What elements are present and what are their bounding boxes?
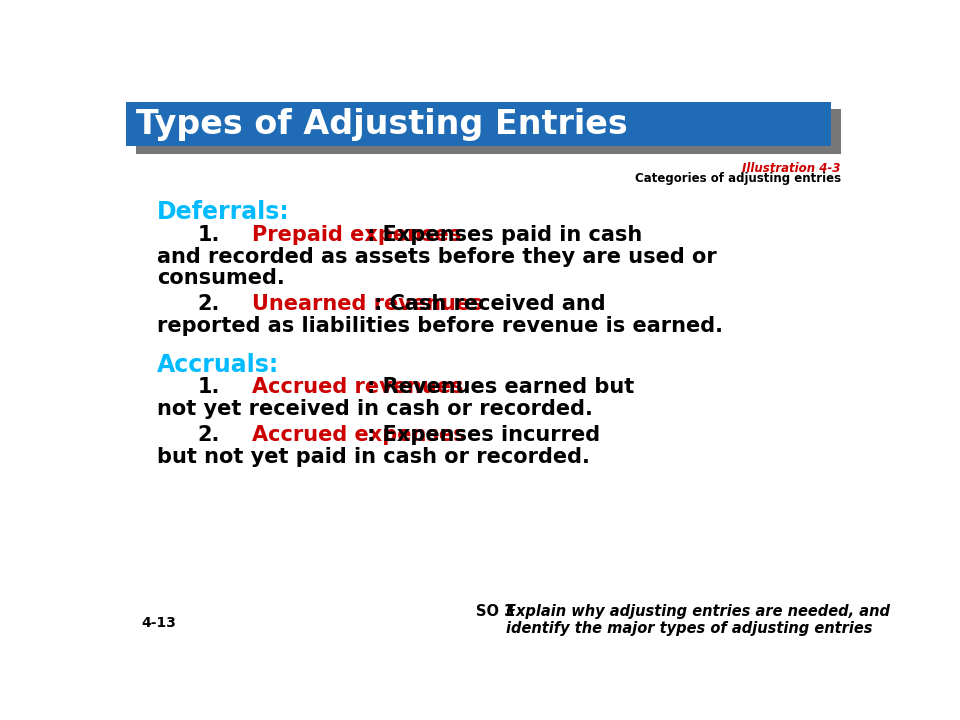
Text: not yet received in cash or recorded.: not yet received in cash or recorded. (157, 399, 593, 419)
Text: : Expenses paid in cash: : Expenses paid in cash (367, 225, 642, 245)
Text: 1.: 1. (198, 377, 220, 397)
Text: Unearned revenues: Unearned revenues (252, 294, 482, 315)
Text: Illustration 4-3: Illustration 4-3 (742, 162, 841, 175)
Text: : Expenses incurred: : Expenses incurred (367, 426, 600, 445)
Text: Explain why adjusting entries are needed, and
identify the major types of adjust: Explain why adjusting entries are needed… (506, 604, 890, 636)
Text: consumed.: consumed. (157, 268, 285, 288)
Text: 2.: 2. (198, 426, 220, 445)
Text: and recorded as assets before they are used or: and recorded as assets before they are u… (157, 246, 717, 266)
Text: Accrued expenses: Accrued expenses (252, 426, 466, 445)
Text: 4-13: 4-13 (142, 616, 177, 630)
Text: reported as liabilities before revenue is earned.: reported as liabilities before revenue i… (157, 316, 723, 336)
FancyBboxPatch shape (135, 109, 841, 154)
Text: 2.: 2. (198, 294, 220, 315)
Text: Prepaid expenses: Prepaid expenses (252, 225, 461, 245)
FancyBboxPatch shape (126, 102, 831, 146)
Text: Categories of adjusting entries: Categories of adjusting entries (635, 172, 841, 185)
Text: Deferrals:: Deferrals: (157, 200, 290, 225)
Text: SO 3: SO 3 (476, 604, 515, 618)
Text: Accrued revenues: Accrued revenues (252, 377, 464, 397)
Text: : Cash received and: : Cash received and (374, 294, 606, 315)
Text: : Revenues earned but: : Revenues earned but (367, 377, 635, 397)
Text: 1.: 1. (198, 225, 220, 245)
Text: Accruals:: Accruals: (157, 353, 279, 377)
Text: but not yet paid in cash or recorded.: but not yet paid in cash or recorded. (157, 446, 590, 467)
Text: Types of Adjusting Entries: Types of Adjusting Entries (135, 109, 627, 141)
